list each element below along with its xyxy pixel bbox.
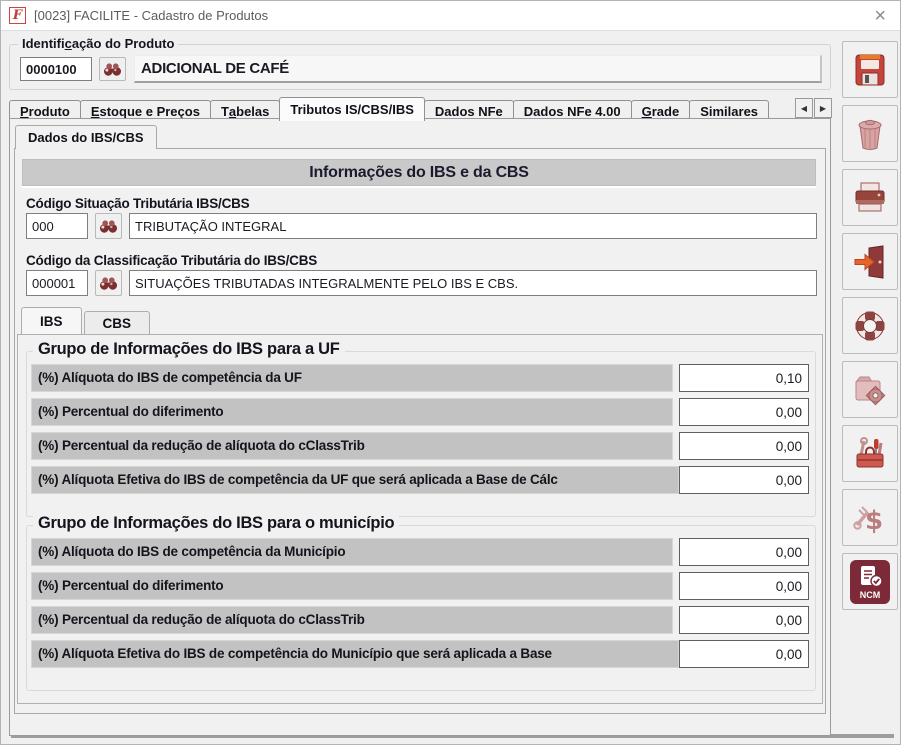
municipio-aliquota-field[interactable] [679,538,809,566]
tab-dados-ibs-cbs[interactable]: Dados do IBS/CBS [15,125,157,149]
uf-diferimento-field[interactable] [679,398,809,426]
help-button[interactable] [842,297,898,354]
cst-search-button[interactable] [95,213,122,239]
close-icon[interactable]: × [874,5,886,27]
folder-gear-icon [854,376,886,405]
print-button[interactable] [842,169,898,226]
cst-description-field[interactable] [129,213,817,239]
pricing-button[interactable]: $ [842,489,898,546]
tab-dados-nfe-400[interactable]: Dados NFe 4.00 [512,100,632,121]
bottom-divider [11,734,894,738]
delete-button[interactable] [842,105,898,162]
save-button[interactable] [842,41,898,98]
municipio-row-label: (%) Alíquota do IBS de competência da Mu… [31,538,673,566]
svg-text:$: $ [865,506,883,536]
product-code-field[interactable] [20,57,92,81]
product-search-button[interactable] [99,57,126,81]
cclasstrib-search-button[interactable] [95,270,122,296]
facilite-logo-icon: F [9,7,26,24]
life-ring-icon [855,311,885,340]
dollar-tools-icon: $ [853,506,883,536]
binoculars-icon [99,276,118,290]
exit-door-icon [854,244,884,279]
municipio-row-label: (%) Percentual da redução de alíquota do… [31,606,673,634]
municipio-diferimento-field[interactable] [679,572,809,600]
binoculars-icon [99,219,118,233]
trash-icon [858,119,882,150]
uf-row-label: (%) Alíquota Efetiva do IBS de competênc… [31,466,679,494]
tab-scroll-right-icon[interactable]: ▶ [814,98,832,118]
ncm-label: NCM [859,589,881,600]
ibs-page: Grupo de Informações do IBS para a UF (%… [17,334,823,704]
municipio-row-label: (%) Percentual do diferimento [31,572,673,600]
municipio-groupbox: Grupo de Informações do IBS para o munic… [26,514,816,691]
settings-button[interactable] [842,361,898,418]
window-title: [0023] FACILITE - Cadastro de Produtos [34,8,269,23]
cst-code-field[interactable] [26,213,88,239]
info-header: Informações do IBS e da CBS [22,159,816,186]
tab-dados-nfe[interactable]: Dados NFe [423,100,514,121]
uf-aliquota-efetiva-field[interactable] [679,466,809,494]
tab-similares[interactable]: Similares [689,100,770,121]
uf-reducao-field[interactable] [679,432,809,460]
uf-row-label: (%) Alíquota do IBS de competência da UF [31,364,673,392]
tab-cbs[interactable]: CBS [83,311,151,334]
ibs-cbs-tab-strip: IBS CBS [21,307,152,334]
tools-button[interactable] [842,425,898,482]
uf-group-legend: Grupo de Informações do IBS para a UF [33,340,345,359]
municipio-reducao-field[interactable] [679,606,809,634]
binoculars-icon [103,62,122,76]
printer-icon [855,182,885,211]
toolbox-icon [856,436,884,467]
title-bar: F [0023] FACILITE - Cadastro de Produtos… [1,1,900,31]
product-description-field[interactable]: ADICIONAL DE CAFÉ [134,55,822,83]
tab-tributos-is-cbs-ibs[interactable]: Tributos IS/CBS/IBS [279,97,425,121]
ibs-cbs-page: Informações do IBS e da CBS Código Situa… [14,148,826,714]
uf-row-label: (%) Percentual do diferimento [31,398,673,426]
exit-button[interactable] [842,233,898,290]
municipio-row-label: (%) Alíquota Efetiva do IBS de competênc… [31,640,679,668]
action-sidebar: $ NCM [842,41,900,617]
municipio-group-legend: Grupo de Informações do IBS para o munic… [33,514,400,533]
identification-groupbox: Identificação do Produto ADICIONAL DE CA… [9,36,831,90]
identification-legend: Identificação do Produto [18,36,179,51]
uf-groupbox: Grupo de Informações do IBS para a UF (%… [26,340,816,517]
floppy-disk-icon [855,54,885,85]
cclasstrib-label: Código da Classificação Tributária do IB… [26,253,318,268]
cclasstrib-code-field[interactable] [26,270,88,296]
tab-ibs[interactable]: IBS [21,307,82,334]
cclasstrib-description-field[interactable] [129,270,817,296]
uf-aliquota-field[interactable] [679,364,809,392]
uf-row-label: (%) Percentual da redução de alíquota do… [31,432,673,460]
cst-label: Código Situação Tributária IBS/CBS [26,196,250,211]
municipio-aliquota-efetiva-field[interactable] [679,640,809,668]
ncm-button[interactable]: NCM [842,553,898,610]
tab-scroll-left-icon[interactable]: ◀ [795,98,813,118]
tab-scroll-buttons: ◀ ▶ [794,98,832,118]
tributos-tab-page: Dados do IBS/CBS Informações do IBS e da… [9,118,831,736]
ncm-document-icon: NCM [850,559,890,604]
